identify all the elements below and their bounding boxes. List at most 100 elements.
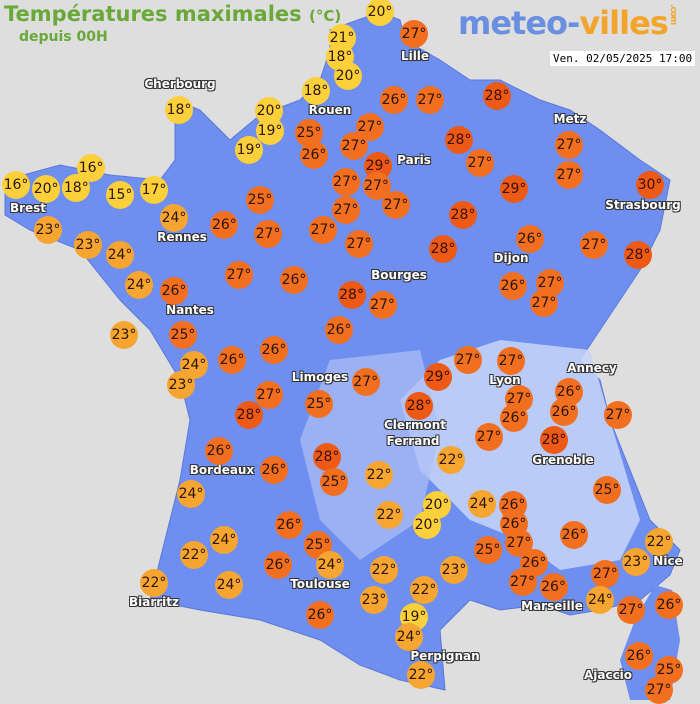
temperature-marker[interactable]: 28 ° (337, 281, 366, 309)
temperature-marker[interactable]: 26 ° (539, 573, 568, 601)
temperature-marker[interactable]: 15 ° (106, 181, 134, 209)
temperature-marker[interactable]: 26 ° (516, 225, 544, 253)
temperature-marker[interactable]: 20 ° (334, 62, 362, 91)
temperature-marker[interactable]: 25 ° (246, 186, 274, 214)
temperature-marker[interactable]: 30 ° (636, 171, 664, 199)
temperature-marker[interactable]: 24 ° (160, 204, 188, 232)
temperature-marker[interactable]: 22 ° (140, 569, 168, 597)
temperature-marker[interactable]: 27 ° (555, 131, 583, 159)
temperature-marker[interactable]: 23 ° (621, 548, 650, 576)
temperature-marker[interactable]: 17 ° (140, 176, 168, 204)
temperature-marker[interactable]: 26 ° (306, 601, 334, 629)
temperature-marker[interactable]: 27 ° (580, 231, 608, 259)
temperature-marker[interactable]: 20 ° (413, 511, 441, 539)
temperature-marker[interactable]: 19 ° (235, 136, 263, 164)
temperature-marker[interactable]: 26 ° (380, 86, 408, 114)
temperature-marker[interactable]: 24 ° (210, 526, 238, 554)
temperature-marker[interactable]: 25 ° (655, 656, 683, 684)
temperature-marker[interactable]: 23 ° (360, 586, 388, 614)
temperature-marker[interactable]: 26 ° (160, 277, 188, 305)
temperature-marker[interactable]: 26 ° (205, 437, 233, 465)
temperature-marker[interactable]: 25 ° (305, 390, 333, 418)
temperature-marker[interactable]: 24 ° (125, 271, 153, 299)
temperature-marker[interactable]: 24 ° (316, 551, 344, 579)
temperature-marker[interactable]: 20 ° (32, 175, 61, 203)
temperature-marker[interactable]: 25 ° (320, 468, 348, 496)
temperature-marker[interactable]: 28 ° (483, 82, 511, 110)
temperature-marker[interactable]: 27 ° (255, 381, 283, 409)
temperature-marker[interactable]: 27 ° (466, 149, 494, 177)
temperature-marker[interactable]: 22 ° (365, 461, 393, 489)
temperature-marker[interactable]: 27 ° (345, 230, 373, 258)
temperature-marker[interactable]: 26 ° (260, 456, 288, 484)
temperature-marker[interactable]: 27 ° (617, 596, 645, 624)
temperature-marker[interactable]: 24 ° (395, 622, 423, 651)
temperature-marker[interactable]: 18 ° (302, 77, 330, 105)
temperature-marker[interactable]: 28 ° (540, 426, 568, 454)
temperature-marker[interactable]: 27 ° (475, 423, 503, 452)
temperature-marker[interactable]: 27 ° (508, 568, 537, 597)
temperature-marker[interactable]: 16 ° (2, 171, 30, 199)
temperature-marker[interactable]: 28 ° (235, 401, 263, 429)
temperature-marker[interactable]: 25 ° (169, 321, 197, 349)
temperature-marker[interactable]: 22 ° (370, 556, 398, 584)
temperature-marker[interactable]: 27 ° (368, 291, 397, 319)
temperature-marker[interactable]: 23 ° (440, 556, 468, 584)
temperature-marker[interactable]: 27 ° (340, 132, 368, 161)
temperature-marker[interactable]: 27 ° (309, 216, 337, 244)
temperature-marker[interactable]: 27 ° (497, 347, 525, 375)
temperature-marker[interactable]: 22 ° (437, 446, 465, 474)
temperature-marker[interactable]: 27 ° (225, 261, 253, 289)
temperature-marker[interactable]: 26 ° (499, 272, 527, 300)
temperature-marker[interactable]: 19 ° (256, 117, 284, 145)
temperature-marker[interactable]: 22 ° (410, 576, 438, 604)
temperature-marker[interactable]: 26 ° (560, 521, 588, 549)
temperature-marker[interactable]: 26 ° (275, 511, 303, 539)
temperature-marker[interactable]: 18 ° (62, 173, 91, 202)
temperature-marker[interactable]: 23 ° (74, 231, 102, 259)
temperature-marker[interactable]: 28 ° (429, 235, 457, 263)
temperature-marker[interactable]: 23 ° (167, 371, 195, 399)
temperature-marker[interactable]: 28 ° (449, 201, 477, 229)
temperature-marker[interactable]: 26 ° (218, 346, 246, 374)
temperature-marker[interactable]: 27 ° (331, 168, 360, 196)
temperature-marker[interactable]: 24 ° (586, 586, 615, 614)
temperature-marker[interactable]: 26 ° (260, 336, 288, 364)
temperature-marker[interactable]: 27 ° (400, 20, 428, 48)
temperature-marker[interactable]: 27 ° (604, 401, 632, 429)
temperature-marker[interactable]: 26 ° (625, 642, 653, 670)
site-logo[interactable]: meteo-villes.com (458, 4, 678, 42)
temperature-marker[interactable]: 26 ° (210, 211, 239, 239)
temperature-marker[interactable]: 22 ° (407, 660, 435, 689)
temperature-marker[interactable]: 27 ° (254, 220, 282, 248)
temperature-marker[interactable]: 25 ° (474, 536, 502, 564)
temperature-marker[interactable]: 27 ° (356, 113, 384, 142)
temperature-marker[interactable]: 22 ° (645, 528, 673, 556)
temperature-marker[interactable]: 29 ° (424, 363, 452, 391)
temperature-marker[interactable]: 26 ° (300, 141, 328, 169)
temperature-marker[interactable]: 28 ° (624, 241, 652, 269)
temperature-marker[interactable]: 27 ° (382, 190, 410, 219)
temperature-marker[interactable]: 25 ° (593, 476, 621, 504)
temperature-marker[interactable]: 25 ° (295, 119, 323, 147)
temperature-marker[interactable]: 23 ° (34, 216, 62, 244)
temperature-marker[interactable]: 27 ° (591, 560, 620, 588)
temperature-marker[interactable]: 24 ° (180, 351, 208, 379)
temperature-marker[interactable]: 26 ° (264, 551, 292, 579)
temperature-marker[interactable]: 22 ° (180, 541, 208, 569)
temperature-marker[interactable]: 26 ° (280, 266, 308, 294)
temperature-marker[interactable]: 27 ° (454, 346, 482, 374)
temperature-marker[interactable]: 28 ° (405, 392, 433, 420)
temperature-marker[interactable]: 26 ° (550, 397, 578, 426)
temperature-marker[interactable]: 27 ° (351, 368, 380, 396)
temperature-marker[interactable]: 27 ° (416, 86, 444, 114)
temperature-marker[interactable]: 26 ° (500, 404, 528, 433)
temperature-marker[interactable]: 24 ° (106, 241, 134, 269)
temperature-marker[interactable]: 24 ° (468, 490, 496, 518)
temperature-marker[interactable]: 29 ° (364, 151, 392, 180)
temperature-marker[interactable]: 26 ° (655, 591, 683, 619)
temperature-marker[interactable]: 27 ° (530, 289, 558, 317)
temperature-marker[interactable]: 27 ° (332, 196, 360, 224)
temperature-marker[interactable]: 24 ° (215, 571, 243, 599)
temperature-marker[interactable]: 20 ° (366, 0, 394, 26)
